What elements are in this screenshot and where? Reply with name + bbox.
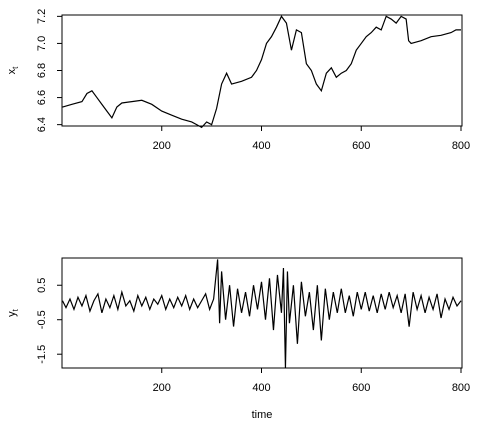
y-axis-label-main: x: [6, 68, 18, 74]
data-line: [62, 15, 461, 129]
y-axis-label: xt: [6, 66, 20, 75]
y-tick-label: 6.4: [36, 117, 48, 132]
y-axis-label-sub: t: [11, 66, 20, 69]
y-tick-label: 6.6: [36, 90, 48, 105]
panel: 200 400 600 800 -1.5 -0.5 0.5 yt time: [6, 257, 470, 421]
x-tick-label: 400: [252, 140, 270, 152]
y-axis-label: yt: [6, 308, 20, 317]
y-tick-label: 0.5: [36, 278, 48, 293]
y-tick-label: 7.0: [36, 36, 48, 51]
panel: 200 400 600 800 6.4 6.6 6.8 7.0 7.2 xt: [6, 9, 470, 152]
x-tick-label: 800: [452, 140, 470, 152]
y-axis-label-sub: t: [11, 308, 20, 311]
x-tick-label: 600: [352, 140, 370, 152]
y-tick-label: 7.2: [36, 9, 48, 24]
x-tick-label: 400: [252, 382, 270, 394]
x-axis-label: time: [252, 409, 273, 421]
x-tick-label: 800: [452, 382, 470, 394]
x-tick-label: 200: [153, 382, 171, 394]
plot-frame: [61, 14, 463, 127]
x-tick-label: 600: [352, 382, 370, 394]
y-axis-label-main: y: [6, 311, 18, 317]
y-tick-label: -1.5: [36, 345, 48, 364]
plot-frame: [61, 257, 463, 369]
data-line: [61, 259, 462, 369]
x-tick-label: 200: [153, 140, 171, 152]
y-tick-label: 6.8: [36, 63, 48, 78]
y-tick-label: -0.5: [36, 310, 48, 329]
